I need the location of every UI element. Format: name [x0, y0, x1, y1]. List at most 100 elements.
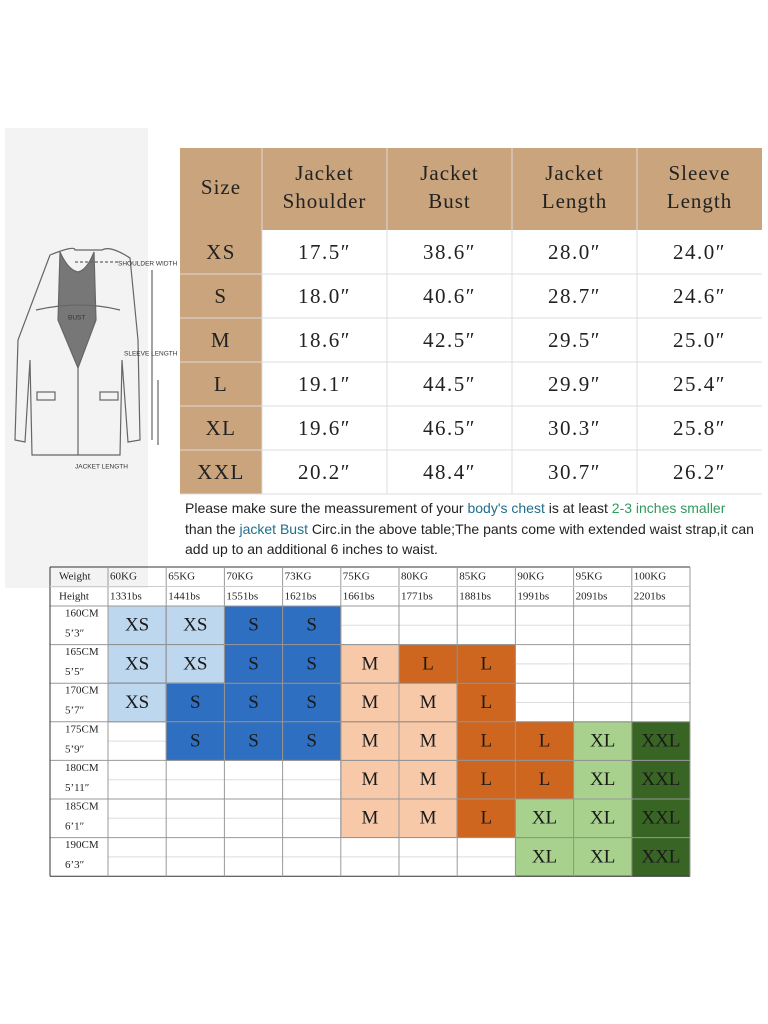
height-label: 5’11″	[65, 782, 89, 794]
measure-cell: 18.0″	[298, 284, 351, 308]
height-label: 180CM	[65, 762, 99, 774]
jacket-drawing	[14, 247, 159, 456]
size-cell: S	[248, 615, 259, 636]
weight-label: 70KG	[226, 571, 253, 583]
measure-cell: 24.6″	[673, 284, 726, 308]
corner-label: Weight	[59, 571, 91, 583]
size-cell-bg	[282, 644, 342, 684]
weight-label: 2091bs	[576, 591, 608, 603]
weight-label: 2201bs	[634, 591, 666, 603]
measure-cell: 25.4″	[673, 372, 726, 396]
measure-cell: 19.1″	[298, 372, 351, 396]
weight-label: 95KG	[576, 571, 603, 583]
height-label: 165CM	[65, 646, 99, 658]
measure-cell: 40.6″	[423, 284, 476, 308]
size-cell: L	[480, 692, 492, 713]
height-label: 5’5″	[65, 666, 84, 678]
weight-label: 65KG	[168, 571, 195, 583]
size-cell: XS	[206, 240, 236, 264]
size-cell: L	[422, 653, 434, 674]
note-text: than the	[185, 520, 240, 537]
size-cell-bg	[398, 798, 458, 838]
height-label: 5’3″	[65, 628, 84, 640]
size-cell: XS	[183, 615, 207, 636]
size-cell-bg	[165, 605, 225, 645]
header-cell: Jacket	[420, 161, 478, 185]
measure-cell: 24.0″	[673, 240, 726, 264]
note-text: jacket Bust	[239, 520, 308, 537]
size-cell: L	[480, 769, 492, 790]
diagram-label: BUST	[68, 315, 85, 322]
size-cell: XL	[532, 846, 557, 867]
note: Please make sure the meassurement of you…	[185, 498, 755, 560]
note-text: Circ.in the above table;The pants come w…	[185, 520, 754, 558]
size-cell: XXL	[641, 730, 680, 751]
measure-cell: 28.7″	[548, 284, 601, 308]
size-cell: XL	[532, 808, 557, 829]
measure-cell: 29.9″	[548, 372, 601, 396]
measure-cell: 18.6″	[298, 328, 351, 352]
size-cell-bg	[340, 644, 400, 684]
size-cell: M	[420, 769, 437, 790]
corner-label: Height	[59, 591, 89, 603]
weight-label: 1881bs	[459, 591, 491, 603]
weight-label: 1621bs	[285, 591, 317, 603]
diagram-label: JACKET LENGTH	[75, 464, 128, 471]
height-label: 6’3″	[65, 859, 84, 871]
size-cell: XXL	[641, 846, 680, 867]
weight-label: 85KG	[459, 571, 486, 583]
size-cell: M	[361, 730, 378, 751]
header-cell: Sleeve	[669, 161, 731, 185]
height-label: 6’1″	[65, 821, 84, 833]
size-cell-bg	[456, 682, 516, 723]
measure-cell: 28.0″	[548, 240, 601, 264]
size-cell: XL	[590, 769, 615, 790]
size-cell: S	[306, 730, 317, 751]
header-cell: Shoulder	[283, 189, 367, 213]
diagram-label: SLEEVE LENGTH	[124, 351, 178, 358]
size-cell-bg	[223, 644, 283, 684]
size-cell: M	[420, 808, 437, 829]
size-cell: S	[248, 653, 259, 674]
size-cell: S	[248, 730, 259, 751]
size-cell: XS	[125, 653, 149, 674]
size-cell: S	[190, 730, 201, 751]
size-cell: M	[361, 808, 378, 829]
size-cell: S	[306, 615, 317, 636]
size-cell: M	[420, 730, 437, 751]
size-cell-bg	[456, 721, 516, 761]
header-cell: Bust	[428, 189, 471, 213]
diagram-label: SHOULDER WIDTH	[118, 261, 178, 268]
size-cell-bg	[398, 721, 458, 761]
measure-cell: 30.3″	[548, 416, 601, 440]
size-cell: S	[190, 692, 201, 713]
size-cell-bg	[573, 798, 633, 838]
size-cell: S	[306, 653, 317, 674]
header-cell: Jacket	[545, 161, 603, 185]
measure-cell: 38.6″	[423, 240, 476, 264]
header-cell: Jacket	[295, 161, 353, 185]
measure-cell: 46.5″	[423, 416, 476, 440]
height-label: 160CM	[65, 608, 99, 620]
weight-label: 1991bs	[517, 591, 549, 603]
size-cell: M	[361, 653, 378, 674]
weight-label: 90KG	[517, 571, 544, 583]
size-cell: M	[211, 328, 231, 352]
size-cell: L	[480, 730, 492, 751]
size-cell: M	[420, 692, 437, 713]
note-text: Please make sure the meassurement of you…	[185, 500, 468, 516]
header-cell: Length	[667, 189, 732, 213]
size-cell: L	[214, 372, 228, 396]
measure-cell: 25.0″	[673, 328, 726, 352]
height-label: 5’9″	[65, 743, 84, 755]
measure-cell: 25.8″	[673, 416, 726, 440]
size-cell-bg	[340, 760, 400, 800]
height-label: 175CM	[65, 723, 99, 735]
size-cell-bg	[631, 721, 691, 761]
size-cell: M	[361, 692, 378, 713]
measure-cell: 26.2″	[673, 460, 726, 484]
note-text: body's chest	[467, 500, 545, 516]
size-cell: XXL	[197, 460, 245, 484]
size-cell-bg	[631, 798, 691, 838]
